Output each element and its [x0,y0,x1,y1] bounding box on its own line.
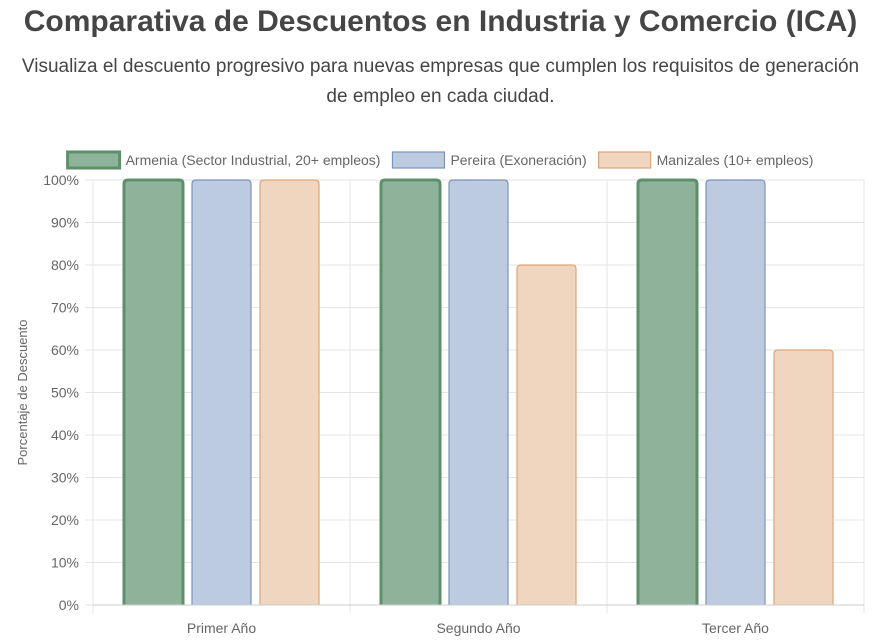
legend-item[interactable]: Manizales (10+ empleos) [598,151,814,169]
page-subtitle: Visualiza el descuento progresivo para n… [21,56,860,107]
bar[interactable] [773,349,834,605]
y-tick-label: 30% [51,470,79,486]
y-axis-title: Porcentaje de Descuento [15,320,30,466]
bars [122,178,834,605]
y-tick-label: 0% [59,597,79,613]
x-tick-label: Tercer Año [702,620,769,636]
legend-swatch [391,151,446,169]
y-tick-label: 50% [51,385,79,401]
y-tick-label: 20% [51,512,79,528]
y-tick-label: 70% [51,300,79,316]
bar[interactable] [516,264,577,605]
legend-label: Manizales (10+ empleos) [657,152,814,168]
legend-item[interactable]: Pereira (Exoneración) [391,151,587,169]
bar[interactable] [191,179,252,605]
axes: 0% 10% 20% 30% 40% 50% 60% 70% 80% 90% 100% Primer … [15,172,864,636]
bar[interactable] [379,178,442,605]
legend-swatch [598,151,652,169]
y-tick-label: 100% [43,172,79,188]
legend-label: Pereira (Exoneración) [450,152,586,168]
page-title: Comparativa de Descuentos en Industria y… [23,5,858,38]
y-tick-label: 40% [51,427,79,443]
x-tick-label: Segundo Año [436,620,520,636]
bar[interactable] [705,179,766,605]
y-tick-label: 60% [51,342,79,358]
legend-swatch [66,150,122,170]
bar[interactable] [636,178,699,605]
bar[interactable] [448,179,509,605]
bar[interactable] [259,179,320,605]
x-tick-label: Primer Año [187,620,256,636]
legend-label: Armenia (Sector Industrial, 20+ empleos) [126,152,381,168]
bar[interactable] [122,178,185,605]
y-tick-label: 10% [51,555,79,571]
legend[interactable]: Armenia (Sector Industrial, 20+ empleos)… [66,150,814,170]
y-tick-label: 80% [51,257,79,273]
y-tick-label: 90% [51,215,79,231]
legend-item[interactable]: Armenia (Sector Industrial, 20+ empleos) [66,150,381,170]
